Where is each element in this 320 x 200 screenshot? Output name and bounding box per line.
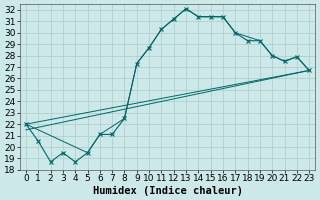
- X-axis label: Humidex (Indice chaleur): Humidex (Indice chaleur): [92, 186, 243, 196]
